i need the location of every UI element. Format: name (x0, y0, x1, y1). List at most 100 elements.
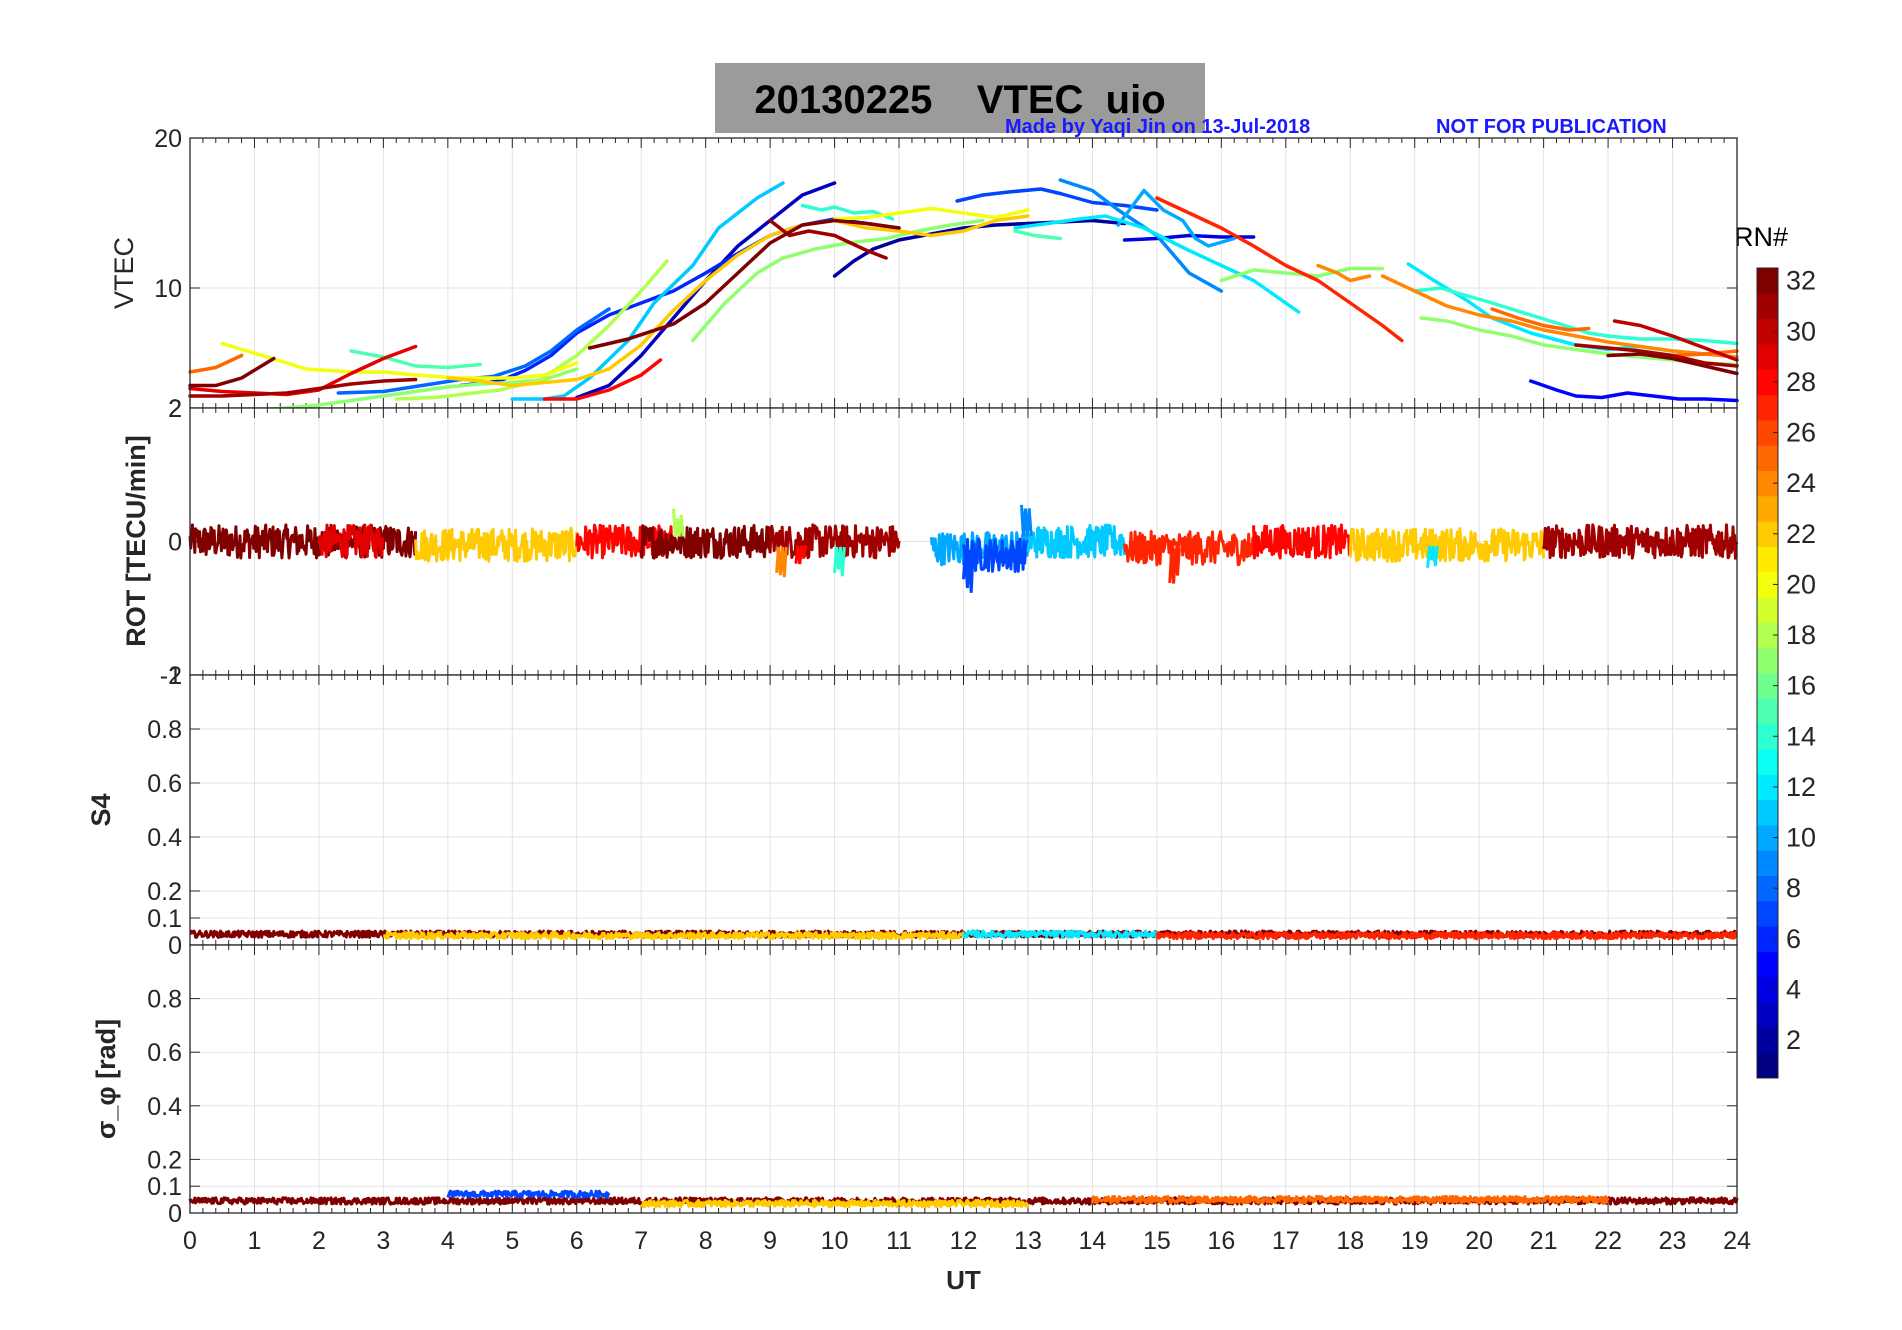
y-axis-label-vtec: VTEC (109, 237, 139, 309)
y-tick-label: 0.1 (147, 1173, 182, 1201)
sigma_phi-series-prn-25 (1090, 1194, 1610, 1205)
x-tick-label: 13 (1014, 1227, 1042, 1255)
x-tick-label: 8 (699, 1227, 713, 1255)
vtec-series-prn-25 (1670, 349, 1739, 358)
colorbar-tick-label: 18 (1786, 620, 1816, 650)
series-group (188, 1189, 1739, 1209)
colorbar-segment (1757, 951, 1778, 978)
colorbar-segment (1757, 799, 1778, 826)
y-tick-label: 20 (154, 125, 182, 153)
colorbar-segment (1757, 976, 1778, 1003)
vtec-series-prn-22 (446, 214, 1030, 388)
colorbar-segment (1757, 343, 1778, 370)
y-tick-label: 0.6 (147, 770, 182, 798)
colorbar-segment (1757, 723, 1778, 750)
vtec-series-prn-20 (220, 341, 579, 380)
colorbar-segment (1757, 394, 1778, 421)
y-tick-label: 0.4 (147, 1093, 182, 1121)
rot-series-prn-31 (768, 523, 901, 560)
vtec-series-prn-10 (1116, 188, 1236, 248)
colorbar-segment (1757, 318, 1778, 345)
rot-series-prn-22 (1348, 527, 1546, 563)
s4-series-prn-12 (962, 929, 1159, 939)
vtec-series-prn-14 (800, 203, 895, 221)
colorbar-segment (1757, 647, 1778, 674)
panel-frame (189, 944, 1738, 1214)
colorbar-segment (1757, 293, 1778, 320)
colorbar-segment (1757, 268, 1778, 294)
x-tick-label: 22 (1594, 1227, 1622, 1255)
x-tick-label: 0 (183, 1227, 197, 1255)
x-tick-label: 15 (1143, 1227, 1171, 1255)
panel-rot: -2 0 2 (160, 395, 1739, 690)
vtec-series-prn-7 (955, 187, 1159, 212)
y-tick-label: 0.4 (147, 824, 182, 852)
credit-text: Made by Yaqi Jin on 13-Jul-2018 (1005, 116, 1311, 138)
y-axis-label-sigma-phi: σ_φ [rad] (91, 1019, 121, 1139)
y-tick-label: 0.2 (147, 1146, 182, 1174)
title-box (715, 63, 1205, 133)
vtec-series-prn-31 (1574, 343, 1739, 368)
vtec-series-prn-30 (1612, 319, 1739, 362)
x-tick-label: 12 (950, 1227, 978, 1255)
not-for-publication-text: NOT FOR PUBLICATION (1436, 116, 1667, 138)
x-tick-label: 2 (312, 1227, 326, 1255)
y-tick-label: 0 (168, 1200, 182, 1228)
colorbar-segment (1757, 445, 1778, 471)
colorbar-tick-label: 8 (1786, 873, 1801, 903)
vtec-series-prn-24 (1380, 274, 1739, 359)
rot-series-prn-22 (414, 526, 579, 563)
vtec-series-prn-4 (1122, 233, 1256, 242)
rot-spike-prn-12 (1426, 545, 1439, 568)
colorbar-tick-label: 24 (1786, 468, 1816, 498)
rot-series-prn-27 (1123, 530, 1256, 567)
x-tick-label: 21 (1530, 1227, 1558, 1255)
colorbar-segment (1757, 470, 1778, 497)
y-tick-label: 10 (154, 275, 182, 303)
rot-series-prn-28 (1252, 523, 1352, 560)
series-group (188, 504, 1739, 593)
y-tick-label: 0 (168, 932, 182, 960)
x-tick-label: 17 (1272, 1227, 1300, 1255)
rot-series-prn-28 (575, 523, 675, 560)
vtec-series-prn-32 (1606, 352, 1739, 376)
x-tick-label: 20 (1465, 1227, 1493, 1255)
colorbar-segment (1757, 546, 1778, 573)
x-tick-label: 18 (1336, 1227, 1364, 1255)
y-tick-label: 2 (168, 395, 182, 423)
rot-spike-prn-7 (962, 549, 975, 593)
sigma_phi-series-prn-7 (446, 1189, 611, 1199)
x-tick-label: 5 (505, 1227, 519, 1255)
s4-series-prn-22 (382, 930, 965, 941)
series-group (188, 178, 1739, 419)
y-tick-label: 1 (168, 662, 182, 690)
vtec-series-prn-14 (1412, 286, 1739, 346)
x-tick-label: 3 (376, 1227, 390, 1255)
colorbar-segment (1757, 774, 1778, 801)
x-tick-label: 1 (248, 1227, 262, 1255)
rot-spike-prn-24 (775, 546, 788, 578)
x-tick-label: 19 (1401, 1227, 1429, 1255)
colorbar-tick-label: 16 (1786, 671, 1816, 701)
colorbar-tick-label: 10 (1786, 823, 1816, 853)
vtec-series-prn-27 (1155, 196, 1404, 343)
colorbar-segment (1757, 900, 1778, 927)
panel-sigma_phi: 00.10.2 0.4 0.6 0.8 (147, 944, 1739, 1228)
vtec-series-prn-25 (1490, 307, 1591, 332)
vtec-series-prn-9 (1058, 178, 1224, 293)
vtec-series-prn-15 (1013, 229, 1062, 241)
vtec-series-prn-20 (832, 206, 1030, 221)
vtec-series-prn-32 (188, 356, 276, 388)
colorbar-tick-label: 4 (1786, 974, 1801, 1004)
x-tick-label: 7 (634, 1227, 648, 1255)
colorbar-segment (1757, 419, 1778, 446)
colorbar-segment (1757, 622, 1778, 649)
vtec-series-prn-31 (188, 377, 418, 398)
x-tick-label: 24 (1723, 1227, 1751, 1255)
colorbar-segment (1757, 597, 1778, 623)
colorbar-segment (1757, 1027, 1778, 1054)
colorbar-segment (1757, 875, 1778, 902)
rot-spike-prn-18 (671, 508, 685, 537)
y-tick-label: 0.8 (147, 986, 182, 1014)
